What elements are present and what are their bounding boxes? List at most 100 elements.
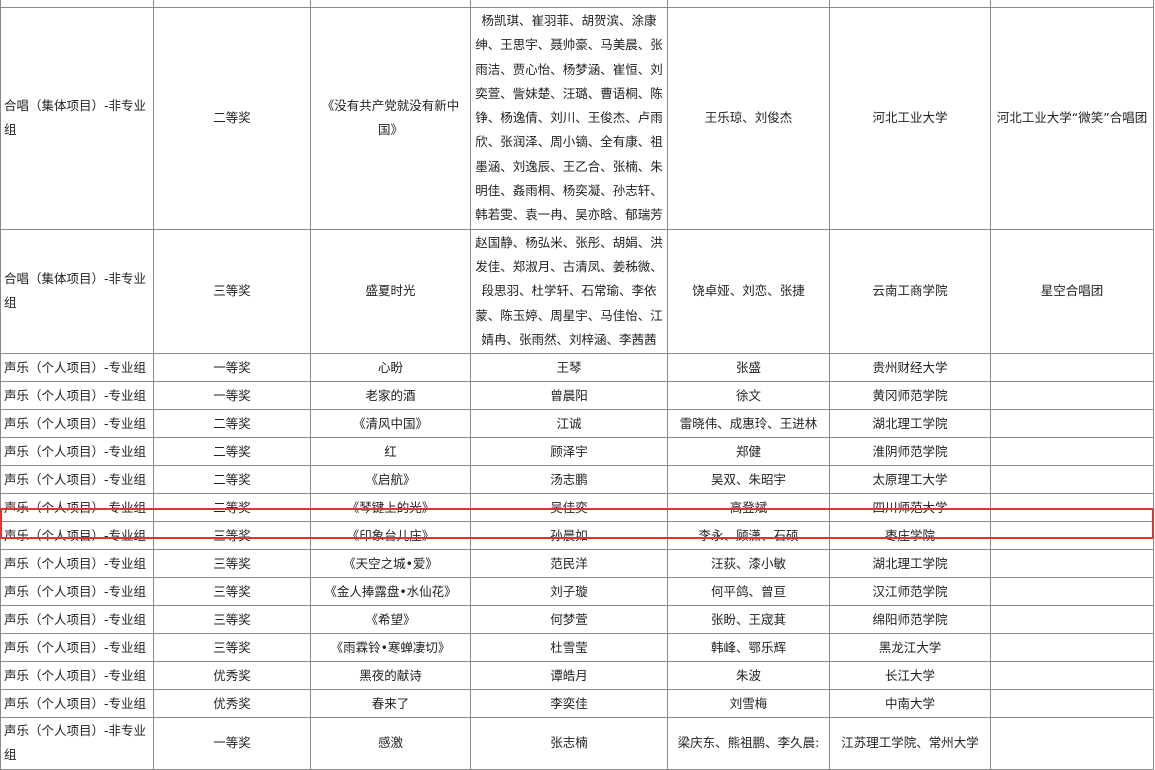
cell-work: 感激 [310, 717, 471, 770]
cell-category: 声乐（个人项目）-专业组 [0, 521, 154, 551]
cell-award: 三等奖 [153, 605, 311, 635]
cell-school: 湖北理工学院 [829, 549, 991, 579]
cell-performers: 赵国静、杨弘米、张彤、胡娟、洪发佳、郑淑月、古清凤、姜秭微、段思羽、杜学轩、石常… [470, 228, 668, 355]
cell-award: 二等奖 [153, 437, 311, 467]
cell-group [990, 465, 1154, 495]
cell-award: 三等奖 [153, 577, 311, 607]
cell-performers: 张志楠 [470, 717, 668, 770]
cell-instructors: 梁庆东、熊祖鹏、李久晨: [667, 717, 830, 770]
cell-school: 中南大学 [829, 689, 991, 719]
cell-award: 二等奖 [153, 409, 311, 439]
cell-award: 优秀奖 [153, 661, 311, 691]
cell-group [990, 689, 1154, 719]
cell-instructors: 何平鸽、曾亘 [667, 577, 830, 607]
table-row: 声乐（个人项目）-专业组 二等奖红顾泽宇 郑健 淮阴师范学院 [0, 437, 1154, 467]
cell-work: 《印象台儿庄》 [310, 521, 471, 551]
cell-award: 一等奖 [153, 381, 311, 411]
cell-group [990, 521, 1154, 551]
cell-school: 黄冈师范学院 [829, 381, 991, 411]
cell-award: 三等奖 [153, 549, 311, 579]
cell-instructors: 王乐琼、刘俊杰 [667, 7, 830, 230]
cell-instructors [667, 0, 830, 8]
cell-instructors: 高登斌 [667, 493, 830, 523]
table-row: 合唱（集体项目）-非专业组 二等奖 《没有共产党就没有新中国》 杨凯琪、崔羽菲、胡贺滨… [0, 7, 1154, 230]
cell-category: 声乐（个人项目）-专业组 [0, 633, 154, 663]
cell-category: 声乐（个人项目）-专业组 [0, 465, 154, 495]
cell-category: 声乐（个人项目）-专业组 [0, 549, 154, 579]
cell-work [310, 0, 471, 8]
cell-category: 声乐（个人项目）-专业组 [0, 381, 154, 411]
cell-award: 二等奖 [153, 7, 311, 230]
table-row: 声乐（个人项目）-专业组 优秀奖 春来了 李奕佳 刘雪梅 中南大学 [0, 689, 1154, 719]
cell-school [829, 0, 991, 8]
cell-work: 《天空之城•爱》 [310, 549, 471, 579]
cell-work: 盛夏时光 [310, 228, 471, 355]
cell-school: 长江大学 [829, 661, 991, 691]
cell-category: 声乐（个人项目）-专业组 [0, 689, 154, 719]
cell-award: 二等奖 [153, 493, 311, 523]
cell-group [990, 409, 1154, 439]
cell-school: 江苏理工学院、常州大学 [829, 717, 991, 770]
table-row: 声乐（个人项目）-专业组 三等奖 《希望》 何梦萱 张盼、王宬萁 绵阳师范学院 [0, 605, 1154, 635]
cell-group [990, 353, 1154, 383]
table-row: 声乐（个人项目）-专业组 三等奖 《天空之城•爱》 范民洋 汪荻、漆小敏 湖北理工学院 [0, 549, 1154, 579]
cell-work: 心盼 [310, 353, 471, 383]
table-row-highlighted: 声乐（个人项目）-专业组 三等奖 《印象台儿庄》 孙晨如 李永、顾潇、石硕 枣庄学院 [0, 521, 1154, 551]
cell-performers: 杜雪莹 [470, 633, 668, 663]
cell-instructors: 雷晓伟、成惠玲、王进林 [667, 409, 830, 439]
cell-award: 一等奖 [153, 353, 311, 383]
cell-school: 贵州财经大学 [829, 353, 991, 383]
table-row: 声乐（个人项目）-专业组 二等奖 《琴键上的光》 吴佳奕 高登斌 四川师范大学 [0, 493, 1154, 523]
table-row: 声乐（个人项目）-专业组 优秀奖 黑夜的献诗 谭皓月 朱波 长江大学 [0, 661, 1154, 691]
table-row [0, 0, 1154, 8]
cell-group [990, 549, 1154, 579]
cell-category: 声乐（个人项目）-专业组 [0, 437, 154, 467]
cell-instructors: 朱波 [667, 661, 830, 691]
cell-category: 合唱（集体项目）-非专业组 [0, 228, 154, 355]
cell-work: 《雨霖铃•寒蝉凄切》 [310, 633, 471, 663]
cell-work: 红 [310, 437, 471, 467]
cell-category: 声乐（个人项目）-专业组 [0, 493, 154, 523]
table-row: 声乐（个人项目）-专业组 二等奖 《启航》 汤志鹏 吴双、朱昭宇 太原理工大学 [0, 465, 1154, 495]
cell-performers: 何梦萱 [470, 605, 668, 635]
cell-school: 汉江师范学院 [829, 577, 991, 607]
cell-performers: 汤志鹏 [470, 465, 668, 495]
cell-work: 《希望》 [310, 605, 471, 635]
cell-instructors: 饶卓娅、刘恋、张捷 [667, 228, 830, 355]
cell-instructors: 吴双、朱昭宇 [667, 465, 830, 495]
cell-award: 优秀奖 [153, 689, 311, 719]
cell-group [990, 577, 1154, 607]
cell-school: 四川师范大学 [829, 493, 991, 523]
cell-category [0, 0, 154, 8]
cell-group [990, 493, 1154, 523]
cell-school: 湖北理工学院 [829, 409, 991, 439]
cell-performers: 刘子璇 [470, 577, 668, 607]
cell-category: 合唱（集体项目）-非专业组 [0, 7, 154, 230]
cell-group [990, 717, 1154, 770]
cell-instructors: 韩峰、鄂乐辉 [667, 633, 830, 663]
cell-school: 河北工业大学 [829, 7, 991, 230]
cell-performers: 顾泽宇 [470, 437, 668, 467]
cell-instructors: 张盛 [667, 353, 830, 383]
table-row: 声乐（个人项目）-专业组 二等奖 《清风中国》 江诚 雷晓伟、成惠玲、王进林 湖北理工学院 [0, 409, 1154, 439]
cell-category: 声乐（个人项目）-专业组 [0, 577, 154, 607]
cell-instructors: 徐文 [667, 381, 830, 411]
cell-performers: 谭皓月 [470, 661, 668, 691]
cell-school: 太原理工大学 [829, 465, 991, 495]
cell-award: 三等奖 [153, 521, 311, 551]
cell-work: 《琴键上的光》 [310, 493, 471, 523]
cell-category: 声乐（个人项目）-专业组 [0, 661, 154, 691]
cell-award [153, 0, 311, 8]
cell-performers: 范民洋 [470, 549, 668, 579]
cell-award: 三等奖 [153, 228, 311, 355]
cell-work: 《没有共产党就没有新中国》 [310, 7, 471, 230]
cell-group: 星空合唱团 [990, 228, 1154, 355]
cell-school: 枣庄学院 [829, 521, 991, 551]
table-row: 合唱（集体项目）-非专业组 三等奖 盛夏时光 赵国静、杨弘米、张彤、胡娟、洪发佳、郑淑… [0, 228, 1154, 355]
table-row: 声乐（个人项目）-专业组 一等奖 心盼 王琴 张盛 贵州财经大学 [0, 353, 1154, 383]
cell-instructors: 汪荻、漆小敏 [667, 549, 830, 579]
cell-performers: 曾晨阳 [470, 381, 668, 411]
cell-work: 春来了 [310, 689, 471, 719]
table-row: 声乐（个人项目）-非专业组 一等奖 感激 张志楠 梁庆东、熊祖鹏、李久晨: 江苏理工学院、… [0, 717, 1154, 770]
